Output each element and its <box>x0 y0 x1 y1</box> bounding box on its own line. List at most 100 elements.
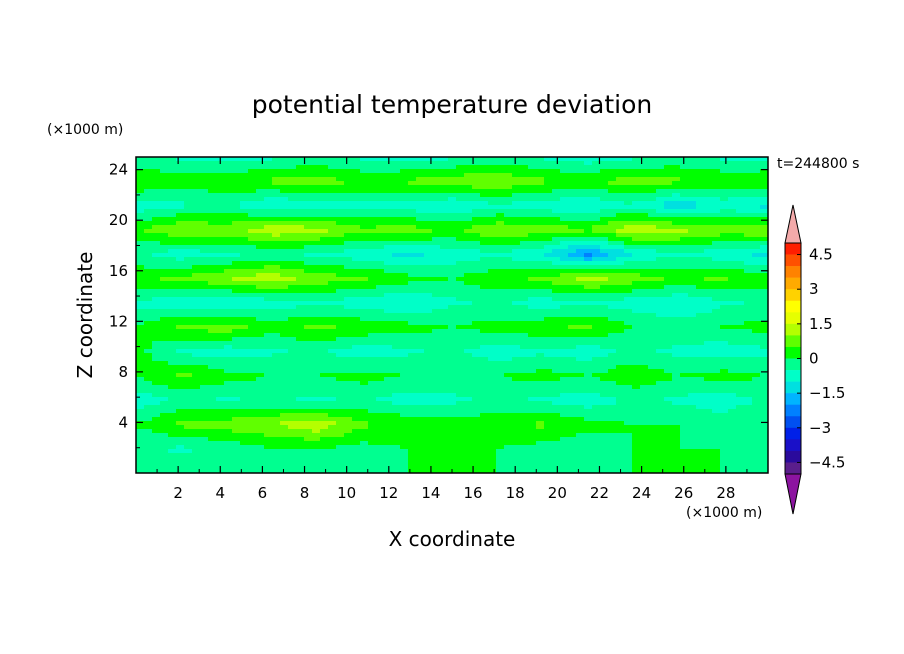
field-cell <box>560 217 569 222</box>
field-cell <box>608 385 617 390</box>
field-cell <box>520 229 529 234</box>
field-cell <box>376 317 385 322</box>
field-cell <box>400 401 409 406</box>
field-cell <box>304 305 313 310</box>
field-cell <box>144 201 153 206</box>
field-cell <box>560 349 569 354</box>
field-cell <box>368 337 377 342</box>
field-cell <box>400 193 409 198</box>
field-cell <box>672 181 681 186</box>
field-cell <box>432 273 441 278</box>
field-cell <box>200 397 209 402</box>
field-cell <box>248 357 257 362</box>
field-cell <box>488 369 497 374</box>
field-cell <box>728 365 737 370</box>
field-cell <box>368 205 377 210</box>
field-cell <box>224 193 233 198</box>
field-cell <box>624 225 633 230</box>
field-cell <box>264 349 273 354</box>
field-cell <box>336 277 345 282</box>
field-cell <box>368 229 377 234</box>
field-cell <box>608 277 617 282</box>
field-cell <box>304 177 313 182</box>
field-cell <box>672 385 681 390</box>
field-cell <box>472 385 481 390</box>
field-cell <box>368 365 377 370</box>
field-cell <box>560 397 569 402</box>
field-cell <box>600 373 609 378</box>
field-cell <box>336 225 345 230</box>
field-cell <box>288 181 297 186</box>
field-cell <box>664 193 673 198</box>
field-cell <box>520 277 529 282</box>
field-cell <box>504 169 513 174</box>
field-cell <box>744 221 753 226</box>
field-cell <box>328 257 337 262</box>
field-cell <box>336 381 345 386</box>
field-cell <box>416 197 425 202</box>
field-cell <box>144 301 153 306</box>
field-cell <box>424 293 433 298</box>
field-cell <box>424 281 433 286</box>
field-cell <box>312 401 321 406</box>
field-cell <box>720 161 729 166</box>
field-cell <box>632 329 641 334</box>
field-cell <box>136 201 145 206</box>
field-cell <box>544 401 553 406</box>
field-cell <box>408 329 417 334</box>
field-cell <box>280 261 289 266</box>
field-cell <box>248 389 257 394</box>
field-cell <box>696 261 705 266</box>
field-cell <box>648 297 657 302</box>
field-cell <box>184 193 193 198</box>
field-cell <box>136 365 145 370</box>
field-cell <box>208 293 217 298</box>
field-cell <box>528 301 537 306</box>
field-cell <box>136 389 145 394</box>
field-cell <box>336 349 345 354</box>
field-cell <box>176 237 185 242</box>
field-cell <box>480 313 489 318</box>
field-cell <box>680 405 689 410</box>
field-cell <box>736 261 745 266</box>
field-cell <box>760 377 768 382</box>
field-cell <box>136 241 145 246</box>
field-cell <box>240 245 249 250</box>
field-cell <box>688 405 697 410</box>
field-cell <box>192 349 201 354</box>
field-cell <box>416 405 425 410</box>
field-cell <box>416 233 425 238</box>
field-cell <box>168 269 177 274</box>
field-cell <box>760 225 768 230</box>
field-cell <box>488 305 497 310</box>
field-cell <box>264 237 273 242</box>
field-cell <box>440 161 449 166</box>
field-cell <box>536 285 545 290</box>
field-cell <box>144 345 153 350</box>
field-cell <box>456 297 465 302</box>
field-cell <box>272 409 281 414</box>
field-cell <box>224 237 233 242</box>
field-cell <box>408 301 417 306</box>
field-cell <box>560 333 569 338</box>
field-cell <box>728 273 737 278</box>
field-cell <box>592 281 601 286</box>
field-cell <box>760 181 768 186</box>
field-cell <box>184 289 193 294</box>
field-cell <box>432 245 441 250</box>
field-cell <box>552 317 561 322</box>
field-cell <box>192 213 201 218</box>
field-cell <box>464 285 473 290</box>
field-cell <box>760 169 768 174</box>
field-cell <box>304 185 313 190</box>
field-cell <box>304 369 313 374</box>
field-cell <box>464 301 473 306</box>
field-cell <box>704 209 713 214</box>
field-cell <box>752 269 761 274</box>
field-cell <box>480 337 489 342</box>
field-cell <box>728 165 737 170</box>
field-cell <box>408 245 417 250</box>
field-cell <box>240 345 249 350</box>
field-cell <box>728 229 737 234</box>
field-cell <box>400 241 409 246</box>
